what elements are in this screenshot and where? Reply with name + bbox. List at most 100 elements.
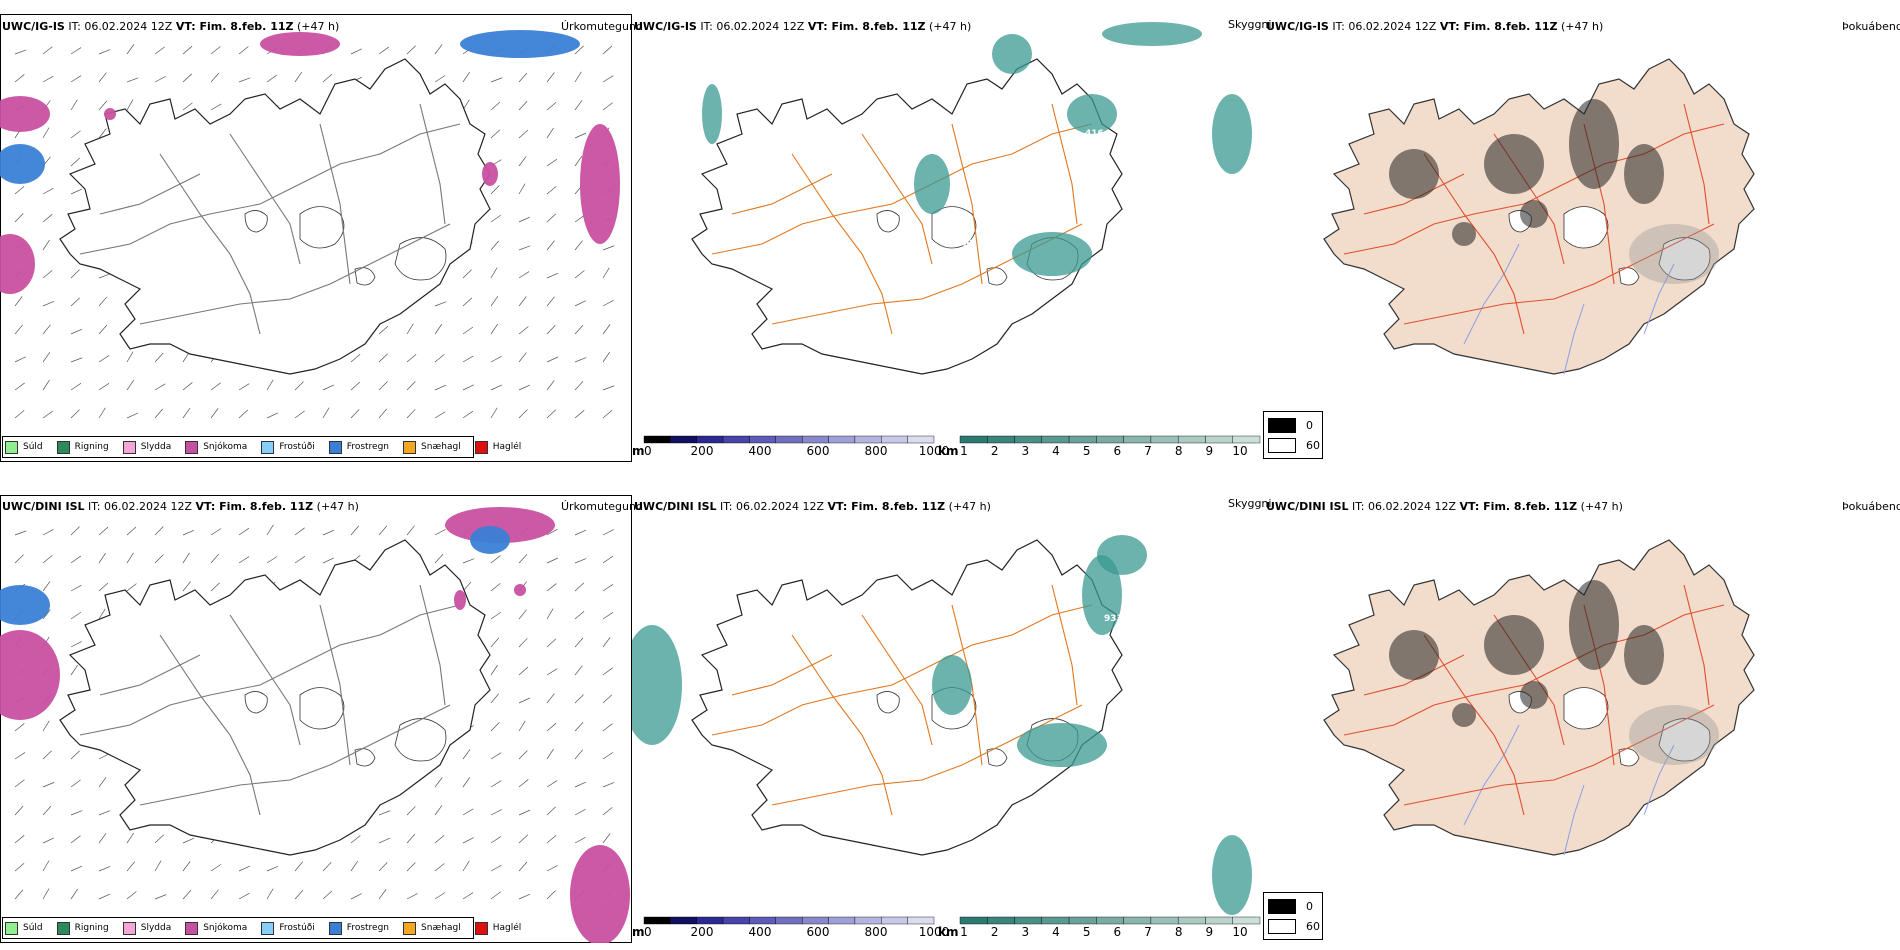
wind-barb — [490, 693, 499, 704]
wind-barb — [490, 637, 500, 648]
low-visibility-area — [1082, 555, 1122, 635]
scale-segment — [1123, 435, 1152, 444]
road — [99, 654, 201, 696]
wind-barb — [518, 666, 529, 676]
river — [1643, 263, 1675, 335]
wind-barb — [602, 529, 614, 536]
wind-barb — [490, 722, 500, 732]
fog-index-legend: 0 60 — [1263, 892, 1323, 940]
wind-barb — [434, 384, 447, 391]
wind-barb — [182, 73, 193, 83]
wind-barb — [546, 72, 555, 83]
wind-barb — [546, 608, 554, 620]
precip-area — [0, 585, 50, 625]
wind-barb — [518, 384, 531, 391]
precip-legend-item: Súld — [5, 440, 43, 454]
wind-barb — [462, 860, 470, 872]
wind-barb — [406, 323, 414, 335]
wind-barb — [490, 752, 502, 760]
scale-segment — [749, 435, 777, 444]
wind-barb — [490, 864, 502, 872]
scale-unit-label: m — [632, 444, 645, 458]
road — [229, 614, 301, 746]
scale-segment — [775, 916, 803, 925]
fog-legend-swatch — [1268, 438, 1296, 453]
precip-legend-label: Snjókoma — [203, 923, 248, 933]
scale-segment — [1123, 916, 1152, 925]
scale-segment — [1232, 916, 1261, 925]
wind-barb — [490, 77, 503, 83]
wind-barb — [546, 835, 557, 844]
wind-barb — [518, 100, 528, 111]
scale-tick-label: 8 — [1175, 444, 1183, 458]
precip-legend-swatch — [56, 921, 70, 935]
wind-barb — [518, 834, 529, 844]
wind-barb — [182, 837, 195, 844]
wind-barb — [574, 809, 586, 816]
low-visibility-area — [632, 625, 682, 745]
wind-barb — [14, 410, 25, 419]
panel-title: UWC/DINI ISL IT: 06.02.2024 12Z VT: Fim.… — [1266, 500, 1623, 513]
wind-barb — [518, 750, 528, 760]
wind-barb — [546, 272, 559, 279]
scale-tick-label: 0 — [644, 444, 652, 458]
fog-index-area — [1569, 580, 1619, 670]
wind-barb — [70, 835, 81, 844]
wind-barb — [70, 664, 79, 676]
wind-barb — [42, 805, 52, 816]
wind-barb — [70, 865, 83, 872]
glacier-outline — [299, 687, 345, 730]
wind-barb — [182, 552, 190, 564]
wind-barb — [154, 76, 166, 83]
scale-tick-label: 9 — [1206, 925, 1214, 939]
wind-barb — [546, 356, 559, 363]
road — [229, 133, 301, 265]
scale-segment — [1068, 435, 1097, 444]
wind-barb — [14, 835, 25, 844]
wind-barb — [574, 380, 584, 391]
wind-barb — [322, 861, 332, 872]
precip-area — [570, 845, 630, 943]
wind-barb — [42, 270, 53, 279]
scale-tick-label: 6 — [1114, 925, 1122, 939]
visibility-map-row1: 416 240 249 — [632, 14, 1264, 462]
wind-barb — [70, 750, 80, 760]
wind-barb — [574, 324, 584, 335]
glacier-outline — [394, 718, 447, 762]
precip-legend-item: Snæhagl — [403, 440, 461, 454]
wind-barb — [574, 71, 582, 83]
wind-barb — [434, 44, 443, 55]
river — [1563, 784, 1585, 856]
precip-area — [0, 234, 35, 294]
wind-barb — [322, 529, 335, 536]
wind-barb — [434, 323, 443, 335]
wind-barb — [98, 833, 107, 844]
wind-barb — [406, 525, 415, 536]
wind-barb — [266, 74, 277, 83]
wind-barb — [574, 582, 585, 592]
wind-barb — [154, 46, 165, 55]
scale-segment — [907, 435, 935, 444]
fog-index-area — [1452, 222, 1476, 246]
precip-legend-swatch — [261, 440, 275, 454]
wind-barb — [378, 46, 390, 55]
low-visibility-area — [932, 655, 972, 715]
wind-barb — [182, 529, 195, 536]
wind-barb — [350, 525, 360, 536]
wind-barb — [42, 75, 54, 83]
road — [99, 173, 201, 215]
wind-barb — [266, 524, 274, 536]
wind-barb — [70, 269, 80, 279]
wind-barb — [98, 273, 111, 279]
wind-barb — [70, 130, 81, 139]
precip-legend-swatch — [403, 440, 417, 454]
scale-tick-label: 4 — [1052, 444, 1060, 458]
precip-legend-item: Haglél — [474, 440, 521, 454]
precip-legend-swatch — [328, 921, 342, 935]
wind-barb — [42, 860, 50, 872]
precip-legend-swatch — [474, 440, 488, 454]
wind-barb — [378, 325, 389, 335]
wind-barb — [98, 810, 111, 816]
wind-barb — [490, 583, 501, 592]
wind-barb — [574, 270, 585, 279]
